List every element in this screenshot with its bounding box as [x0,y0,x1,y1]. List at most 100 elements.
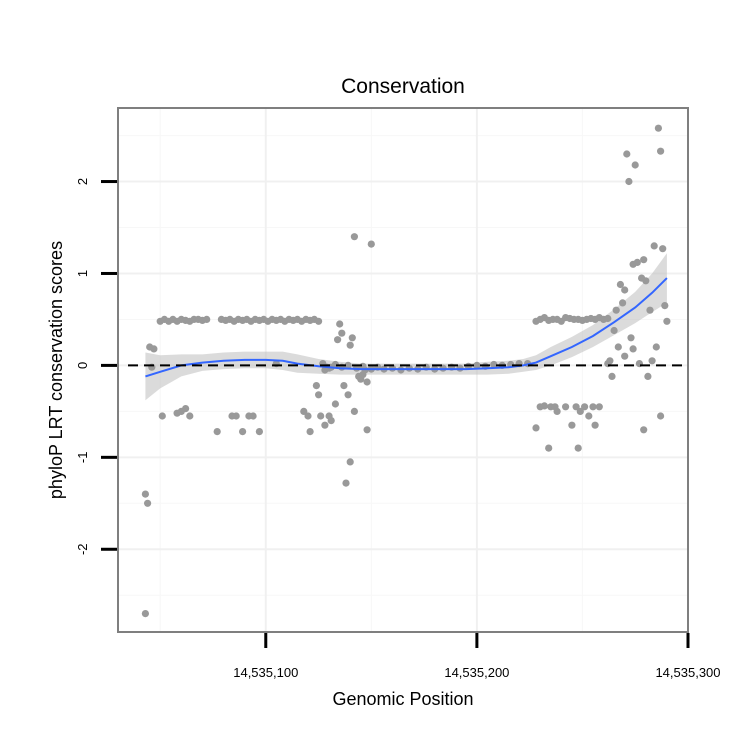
data-point [606,357,614,365]
data-point [344,361,352,369]
data-point [334,336,342,344]
data-point [363,378,371,386]
data-point [182,405,190,413]
data-point [642,277,650,285]
data-point [203,315,211,323]
data-point [629,345,637,353]
data-point [568,421,576,429]
data-point [350,407,358,415]
data-point [338,329,346,337]
data-point [315,391,323,399]
smooth-line-layer [145,277,668,378]
y-axis-label: phyloP LRT conservation scores [46,241,66,499]
data-point [346,458,354,466]
data-point [562,403,570,411]
data-point [300,407,308,415]
data-point [631,161,639,169]
data-point [315,317,323,325]
x-axis-label: Genomic Position [332,689,473,709]
data-point [144,499,152,507]
data-point [581,403,589,411]
data-point [331,400,339,408]
data-point [249,412,257,420]
data-point [304,412,312,420]
data-point [652,343,660,351]
data-point [213,428,221,436]
y-tick-label: 1 [75,270,90,277]
data-point [363,426,371,434]
data-point [490,360,498,369]
data-point [621,352,629,360]
data-point [619,299,627,307]
data-point [545,444,553,452]
y-tick-label: -1 [75,452,90,464]
data-point [340,382,348,390]
data-point [576,407,584,415]
y-tick-label: 0 [75,362,90,369]
data-point [625,177,633,186]
data-point [158,412,166,420]
data-point [616,280,625,289]
data-point [623,150,631,158]
data-point [336,320,344,328]
y-tick-label: -2 [75,543,90,555]
data-point [663,317,671,325]
y-axis: -2 -1 0 1 2 [75,178,117,555]
smooth-trend-line [145,277,668,378]
data-point [644,372,652,380]
data-point [640,426,648,434]
chart-title: Conservation [341,75,465,98]
data-point [306,428,314,436]
data-point [317,412,325,420]
data-point [633,258,641,266]
data-point [657,412,665,420]
x-tick-label: 14,535,200 [444,665,509,680]
data-point [312,382,320,390]
x-axis: 14,535,100 14,535,200 14,535,300 [233,633,721,680]
data-point [661,302,669,310]
data-point [553,407,561,415]
data-point [186,412,194,420]
data-point [255,428,263,436]
data-point [640,256,648,264]
x-tick-label: 14,535,100 [233,665,298,680]
data-point [595,403,603,411]
data-point [239,428,247,436]
data-point [346,341,354,349]
data-point [654,124,663,132]
data-point [589,403,597,411]
data-point [650,242,658,250]
data-point [610,326,618,335]
data-point [627,334,635,342]
data-point [350,233,358,241]
data-point [232,412,240,420]
x-tick-label: 14,535,300 [655,665,720,680]
data-point [532,424,540,432]
data-point [659,245,667,253]
plot-border [117,107,689,633]
data-point [604,314,612,323]
data-point [367,240,375,248]
data-point [585,412,593,420]
data-point [621,286,629,294]
data-point [344,391,352,399]
data-point [327,417,335,425]
data-point [614,343,622,351]
data-point [348,334,356,342]
data-point [612,306,620,314]
data-point [572,403,580,411]
data-point [646,306,654,314]
data-point [648,357,656,365]
data-point [540,402,549,410]
data-point [141,610,149,618]
data-point [657,147,665,155]
data-point [591,421,599,429]
data-point [141,490,149,498]
data-point [150,345,158,353]
data-point [608,372,616,380]
data-point [321,421,329,429]
data-point [473,361,481,369]
y-tick-label: 2 [75,178,90,185]
data-point [574,444,582,452]
